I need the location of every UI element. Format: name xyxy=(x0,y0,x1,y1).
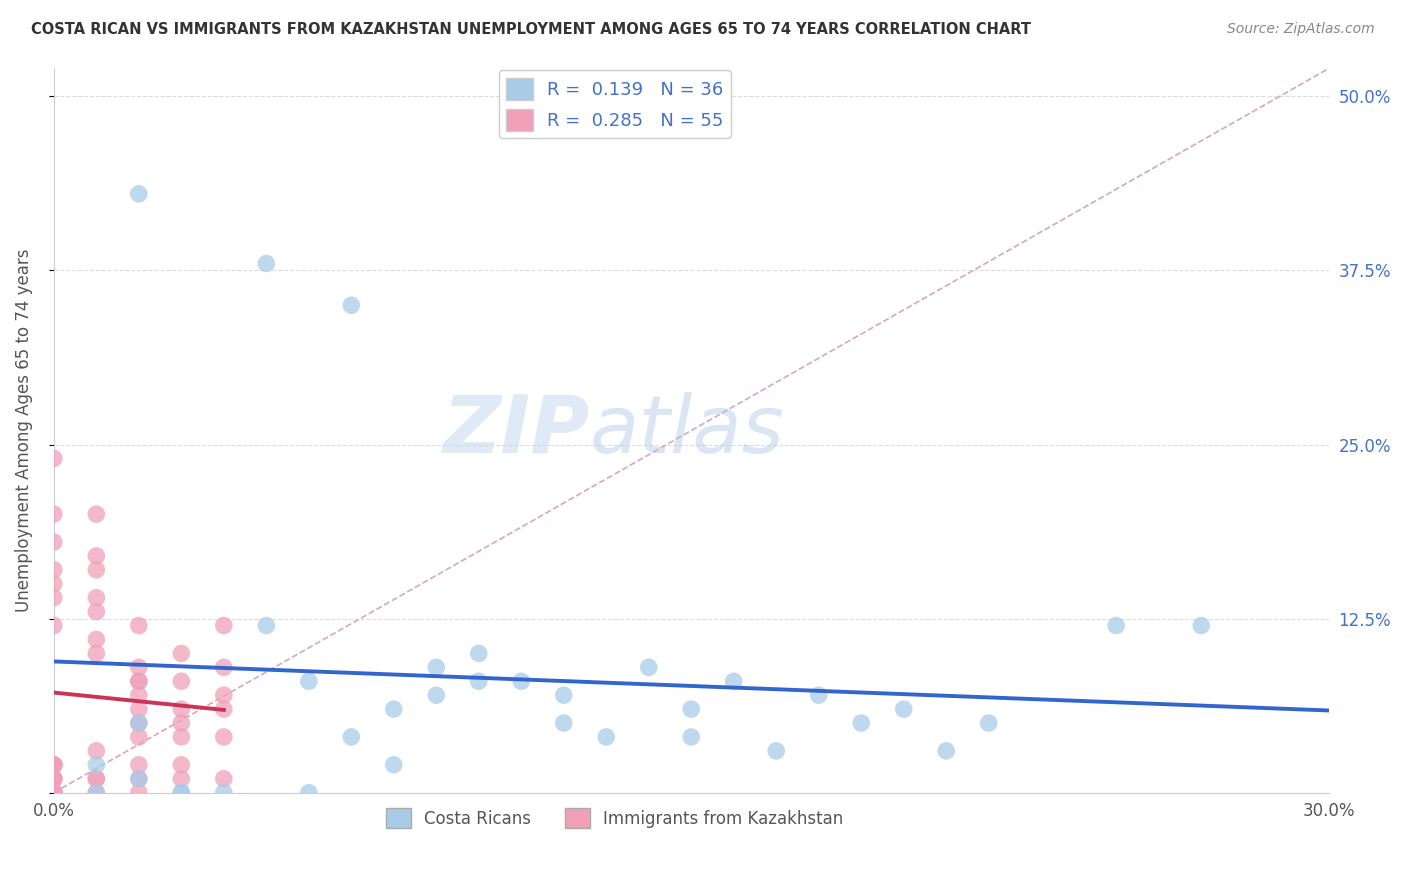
Point xyxy=(212,730,235,744)
Point xyxy=(212,618,235,632)
Point xyxy=(977,716,1000,731)
Text: ZIP: ZIP xyxy=(441,392,589,469)
Point xyxy=(128,660,150,674)
Point xyxy=(128,772,150,786)
Point xyxy=(553,688,575,702)
Point xyxy=(298,786,321,800)
Point xyxy=(42,563,65,577)
Point xyxy=(170,674,193,689)
Point xyxy=(42,618,65,632)
Point xyxy=(42,757,65,772)
Point xyxy=(893,702,915,716)
Point xyxy=(382,757,405,772)
Point xyxy=(212,688,235,702)
Point xyxy=(170,772,193,786)
Point xyxy=(254,256,277,270)
Point xyxy=(468,647,491,661)
Point xyxy=(128,688,150,702)
Point xyxy=(128,772,150,786)
Point xyxy=(86,563,108,577)
Point xyxy=(42,786,65,800)
Point xyxy=(42,786,65,800)
Point xyxy=(86,786,108,800)
Point xyxy=(595,730,617,744)
Point xyxy=(807,688,830,702)
Point xyxy=(86,772,108,786)
Point xyxy=(42,451,65,466)
Point xyxy=(86,549,108,563)
Point xyxy=(128,674,150,689)
Point xyxy=(86,605,108,619)
Point xyxy=(553,716,575,731)
Point xyxy=(42,772,65,786)
Point xyxy=(42,576,65,591)
Text: COSTA RICAN VS IMMIGRANTS FROM KAZAKHSTAN UNEMPLOYMENT AMONG AGES 65 TO 74 YEARS: COSTA RICAN VS IMMIGRANTS FROM KAZAKHSTA… xyxy=(31,22,1031,37)
Y-axis label: Unemployment Among Ages 65 to 74 years: Unemployment Among Ages 65 to 74 years xyxy=(15,249,32,612)
Point xyxy=(1189,618,1212,632)
Point xyxy=(212,786,235,800)
Point xyxy=(42,786,65,800)
Point xyxy=(86,632,108,647)
Point xyxy=(681,730,703,744)
Point xyxy=(42,772,65,786)
Point xyxy=(86,647,108,661)
Point xyxy=(42,786,65,800)
Text: Source: ZipAtlas.com: Source: ZipAtlas.com xyxy=(1227,22,1375,37)
Point xyxy=(128,716,150,731)
Point xyxy=(170,702,193,716)
Point xyxy=(723,674,745,689)
Point xyxy=(42,757,65,772)
Point xyxy=(86,757,108,772)
Point xyxy=(42,772,65,786)
Point xyxy=(340,730,363,744)
Point xyxy=(128,618,150,632)
Point xyxy=(128,674,150,689)
Point xyxy=(765,744,787,758)
Point xyxy=(681,702,703,716)
Point xyxy=(128,730,150,744)
Legend: Costa Ricans, Immigrants from Kazakhstan: Costa Ricans, Immigrants from Kazakhstan xyxy=(380,801,851,835)
Point xyxy=(298,674,321,689)
Point xyxy=(170,757,193,772)
Point xyxy=(1105,618,1128,632)
Point xyxy=(86,591,108,605)
Point xyxy=(42,535,65,549)
Point xyxy=(382,702,405,716)
Point xyxy=(637,660,659,674)
Point xyxy=(935,744,957,758)
Point xyxy=(128,716,150,731)
Point xyxy=(86,786,108,800)
Point xyxy=(468,674,491,689)
Point xyxy=(86,744,108,758)
Point xyxy=(128,757,150,772)
Point xyxy=(212,772,235,786)
Text: atlas: atlas xyxy=(589,392,785,469)
Point xyxy=(42,757,65,772)
Point xyxy=(128,786,150,800)
Point xyxy=(42,786,65,800)
Point xyxy=(340,298,363,312)
Point xyxy=(128,702,150,716)
Point xyxy=(42,786,65,800)
Point xyxy=(170,786,193,800)
Point xyxy=(170,786,193,800)
Point xyxy=(212,660,235,674)
Point xyxy=(42,786,65,800)
Point xyxy=(851,716,873,731)
Point xyxy=(170,730,193,744)
Point xyxy=(425,688,447,702)
Point xyxy=(510,674,533,689)
Point xyxy=(254,618,277,632)
Point xyxy=(86,772,108,786)
Point xyxy=(86,507,108,521)
Point xyxy=(42,507,65,521)
Point xyxy=(128,186,150,201)
Point xyxy=(425,660,447,674)
Point xyxy=(170,716,193,731)
Point xyxy=(212,702,235,716)
Point xyxy=(170,647,193,661)
Point xyxy=(42,591,65,605)
